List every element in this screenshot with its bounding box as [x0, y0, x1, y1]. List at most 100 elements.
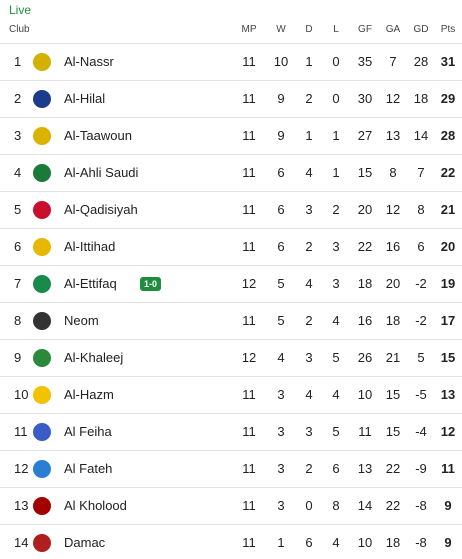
stat: 19 [440, 276, 456, 291]
stat: 4 [305, 165, 313, 180]
stat: 1 [305, 54, 313, 69]
club-name: Al Kholood [64, 498, 127, 513]
stat: 15 [385, 424, 401, 439]
stat: 11 [358, 424, 372, 439]
stat: 13 [440, 387, 456, 402]
stat: 8 [417, 202, 425, 217]
stat: 1 [332, 165, 340, 180]
table-row[interactable]: 10 Al-Hazm 11 3 4 4 10 15 -5 13 [0, 376, 462, 413]
stat: 9 [444, 535, 452, 550]
stat: 22 [440, 165, 456, 180]
stat: -8 [415, 535, 427, 550]
stat: 11 [242, 461, 256, 476]
stat: 4 [332, 313, 340, 328]
table-row[interactable]: 7 Al-Ettifaq 1-0 12 5 4 3 18 20 -2 19 [0, 265, 462, 302]
club-name: Al-Nassr [64, 54, 114, 69]
club-name: Al-Taawoun [64, 128, 132, 143]
position: 2 [14, 91, 22, 106]
stat: -9 [415, 461, 427, 476]
stat: 1 [305, 128, 313, 143]
position: 9 [14, 350, 22, 365]
stat: -8 [415, 498, 427, 513]
stat: -4 [415, 424, 427, 439]
table-row[interactable]: 4 Al-Ahli Saudi 11 6 4 1 15 8 7 22 [0, 154, 462, 191]
stat: 27 [357, 128, 373, 143]
club-logo [33, 127, 51, 145]
table-row[interactable]: 2 Al-Hilal 11 9 2 0 30 12 18 29 [0, 80, 462, 117]
stat: 11 [242, 313, 256, 328]
table-row[interactable]: 3 Al-Taawoun 11 9 1 1 27 13 14 28 [0, 117, 462, 154]
stat: 7 [417, 165, 425, 180]
stat: 17 [440, 313, 456, 328]
table-row[interactable]: 12 Al Fateh 11 3 2 6 13 22 -9 11 [0, 450, 462, 487]
table-row[interactable]: 8 Neom 11 5 2 4 16 18 -2 17 [0, 302, 462, 339]
club-name: Damac [64, 535, 106, 550]
stat: 12 [385, 202, 401, 217]
stat: 2 [305, 91, 313, 106]
stat: 0 [305, 498, 313, 513]
stat: 11 [242, 202, 256, 217]
club-name: Neom [64, 313, 99, 328]
table-row[interactable]: 13 Al Kholood 11 3 0 8 14 22 -8 9 [0, 487, 462, 524]
stat: 1 [332, 128, 340, 143]
stat: -2 [415, 313, 427, 328]
position: 7 [14, 276, 22, 291]
club-logo [33, 423, 51, 441]
table-row[interactable]: 1 Al-Nassr 11 10 1 0 35 7 28 31 [0, 43, 462, 80]
stat: -5 [415, 387, 427, 402]
stat: 6 [332, 461, 340, 476]
club-logo [33, 349, 51, 367]
table-row[interactable]: 5 Al-Qadisiyah 11 6 3 2 20 12 8 21 [0, 191, 462, 228]
stat: 4 [305, 276, 313, 291]
table-row[interactable]: 9 Al-Khaleej 12 4 3 5 26 21 5 15 [0, 339, 462, 376]
table-row[interactable]: 6 Al-Ittihad 11 6 2 3 22 16 6 20 [0, 228, 462, 265]
stat: 12 [440, 424, 456, 439]
stat: 15 [357, 165, 373, 180]
club-logo [33, 53, 51, 71]
position: 1 [14, 54, 22, 69]
club-name: Al-Ittihad [64, 239, 116, 254]
stat: 5 [332, 350, 340, 365]
column-header: D [305, 24, 313, 35]
column-header: GA [385, 24, 401, 35]
club-name: Al Feiha [64, 424, 112, 439]
stat: 18 [357, 276, 373, 291]
stat: 3 [305, 350, 313, 365]
column-header: MP [241, 24, 257, 35]
club-name: Al-Qadisiyah [64, 202, 138, 217]
stat: 7 [389, 54, 397, 69]
stat: 11 [242, 239, 256, 254]
stat: 5 [277, 313, 285, 328]
stat: 18 [385, 313, 401, 328]
stat: 28 [440, 128, 456, 143]
stat: 5 [277, 276, 285, 291]
stat: 11 [242, 424, 256, 439]
stat: 10 [357, 535, 373, 550]
stat: 30 [357, 91, 373, 106]
stat: 5 [332, 424, 340, 439]
stat: 6 [277, 202, 285, 217]
stat: 10 [273, 54, 289, 69]
stat: 22 [385, 498, 401, 513]
table-row[interactable]: 14 Damac 11 1 6 4 10 18 -8 9 [0, 524, 462, 559]
stat: 20 [440, 239, 456, 254]
position: 11 [14, 424, 28, 439]
stat: 8 [389, 165, 397, 180]
stat: 8 [332, 498, 340, 513]
club-name: Al-Ahli Saudi [64, 165, 139, 180]
column-header: L [333, 24, 339, 35]
table-row[interactable]: 11 Al Feiha 11 3 3 5 11 15 -4 12 [0, 413, 462, 450]
stat: 11 [242, 387, 256, 402]
stat: 10 [357, 387, 373, 402]
stat: 13 [385, 128, 401, 143]
stat: 14 [413, 128, 429, 143]
club-logo [33, 164, 51, 182]
column-header: GD [413, 24, 429, 35]
club-logo [33, 238, 51, 256]
stat: 16 [357, 313, 373, 328]
position: 3 [14, 128, 22, 143]
stat: 3 [277, 498, 285, 513]
club-name: Al-Ettifaq [64, 276, 117, 291]
stat: 2 [305, 313, 313, 328]
stat: 11 [242, 54, 256, 69]
